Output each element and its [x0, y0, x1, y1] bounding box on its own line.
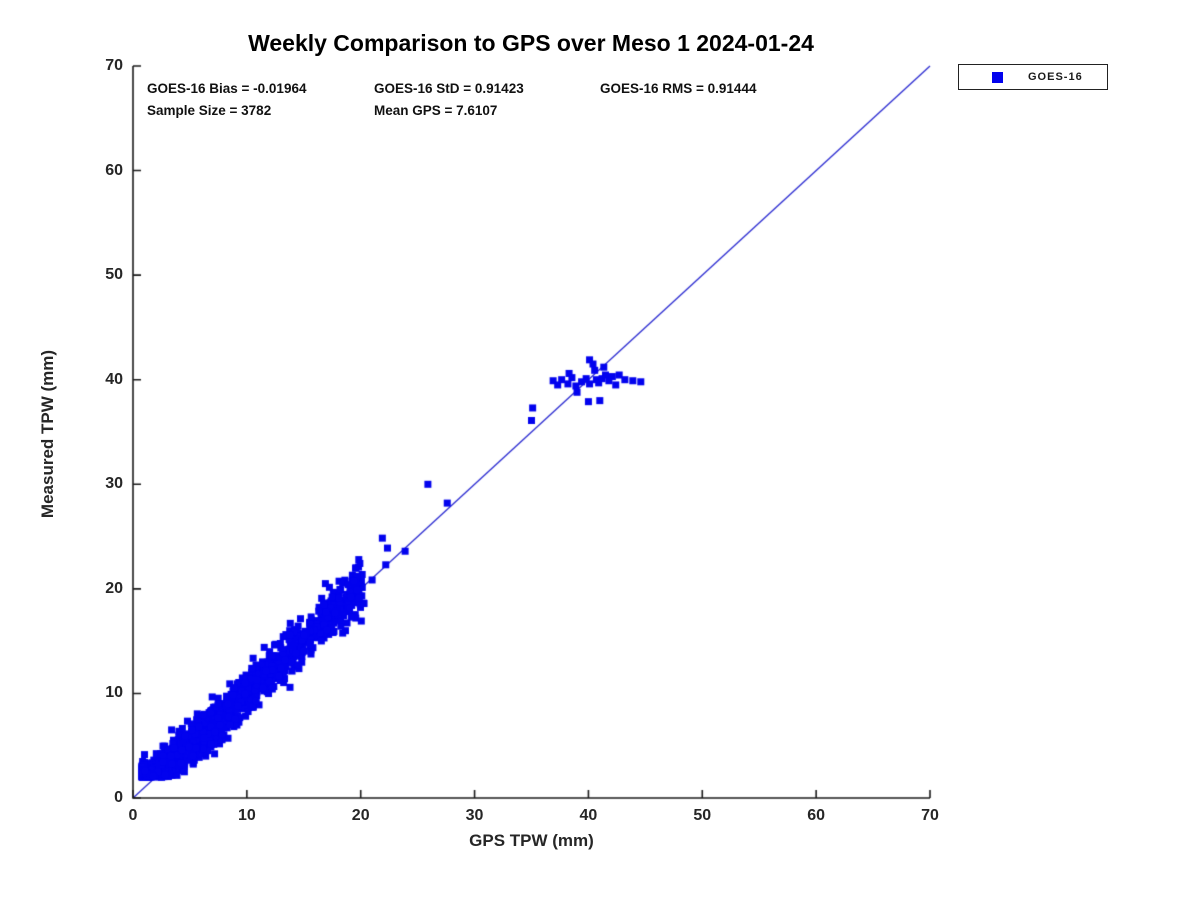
x-tick-label: 0 [128, 807, 138, 824]
legend: GOES-16 [958, 64, 1108, 90]
y-tick-label: 60 [105, 161, 123, 179]
stat-std: GOES-16 StD = 0.91423 [374, 81, 524, 96]
stat-rms: GOES-16 RMS = 0.91444 [600, 81, 757, 96]
x-axis-label: GPS TPW (mm) [469, 831, 594, 850]
y-axis-label: Measured TPW (mm) [38, 349, 57, 519]
y-tick-label: 70 [105, 57, 123, 74]
x-tick-label: 70 [921, 807, 939, 824]
x-tick-label: 40 [579, 807, 598, 824]
legend-label: GOES-16 [1028, 71, 1083, 83]
x-tick-label: 20 [351, 807, 370, 824]
y-tick-label: 30 [105, 475, 123, 493]
x-tick-label: 60 [807, 807, 826, 824]
stat-bias: GOES-16 Bias = -0.01964 [147, 81, 307, 96]
chart-title: Weekly Comparison to GPS over Meso 1 202… [248, 30, 814, 56]
y-tick-label: 20 [105, 579, 123, 597]
legend-marker-square-icon [992, 71, 1003, 83]
x-tick-label: 50 [693, 807, 712, 824]
stat-mean-gps: Mean GPS = 7.6107 [374, 103, 498, 118]
y-tick-label: 50 [105, 266, 123, 284]
x-tick-label: 10 [237, 807, 256, 824]
y-tick-label: 40 [105, 370, 123, 388]
x-tick-label: 30 [465, 807, 484, 824]
stat-sample-size: Sample Size = 3782 [147, 103, 272, 118]
y-tick-label: 0 [114, 789, 123, 806]
y-tick-label: 10 [105, 684, 123, 702]
